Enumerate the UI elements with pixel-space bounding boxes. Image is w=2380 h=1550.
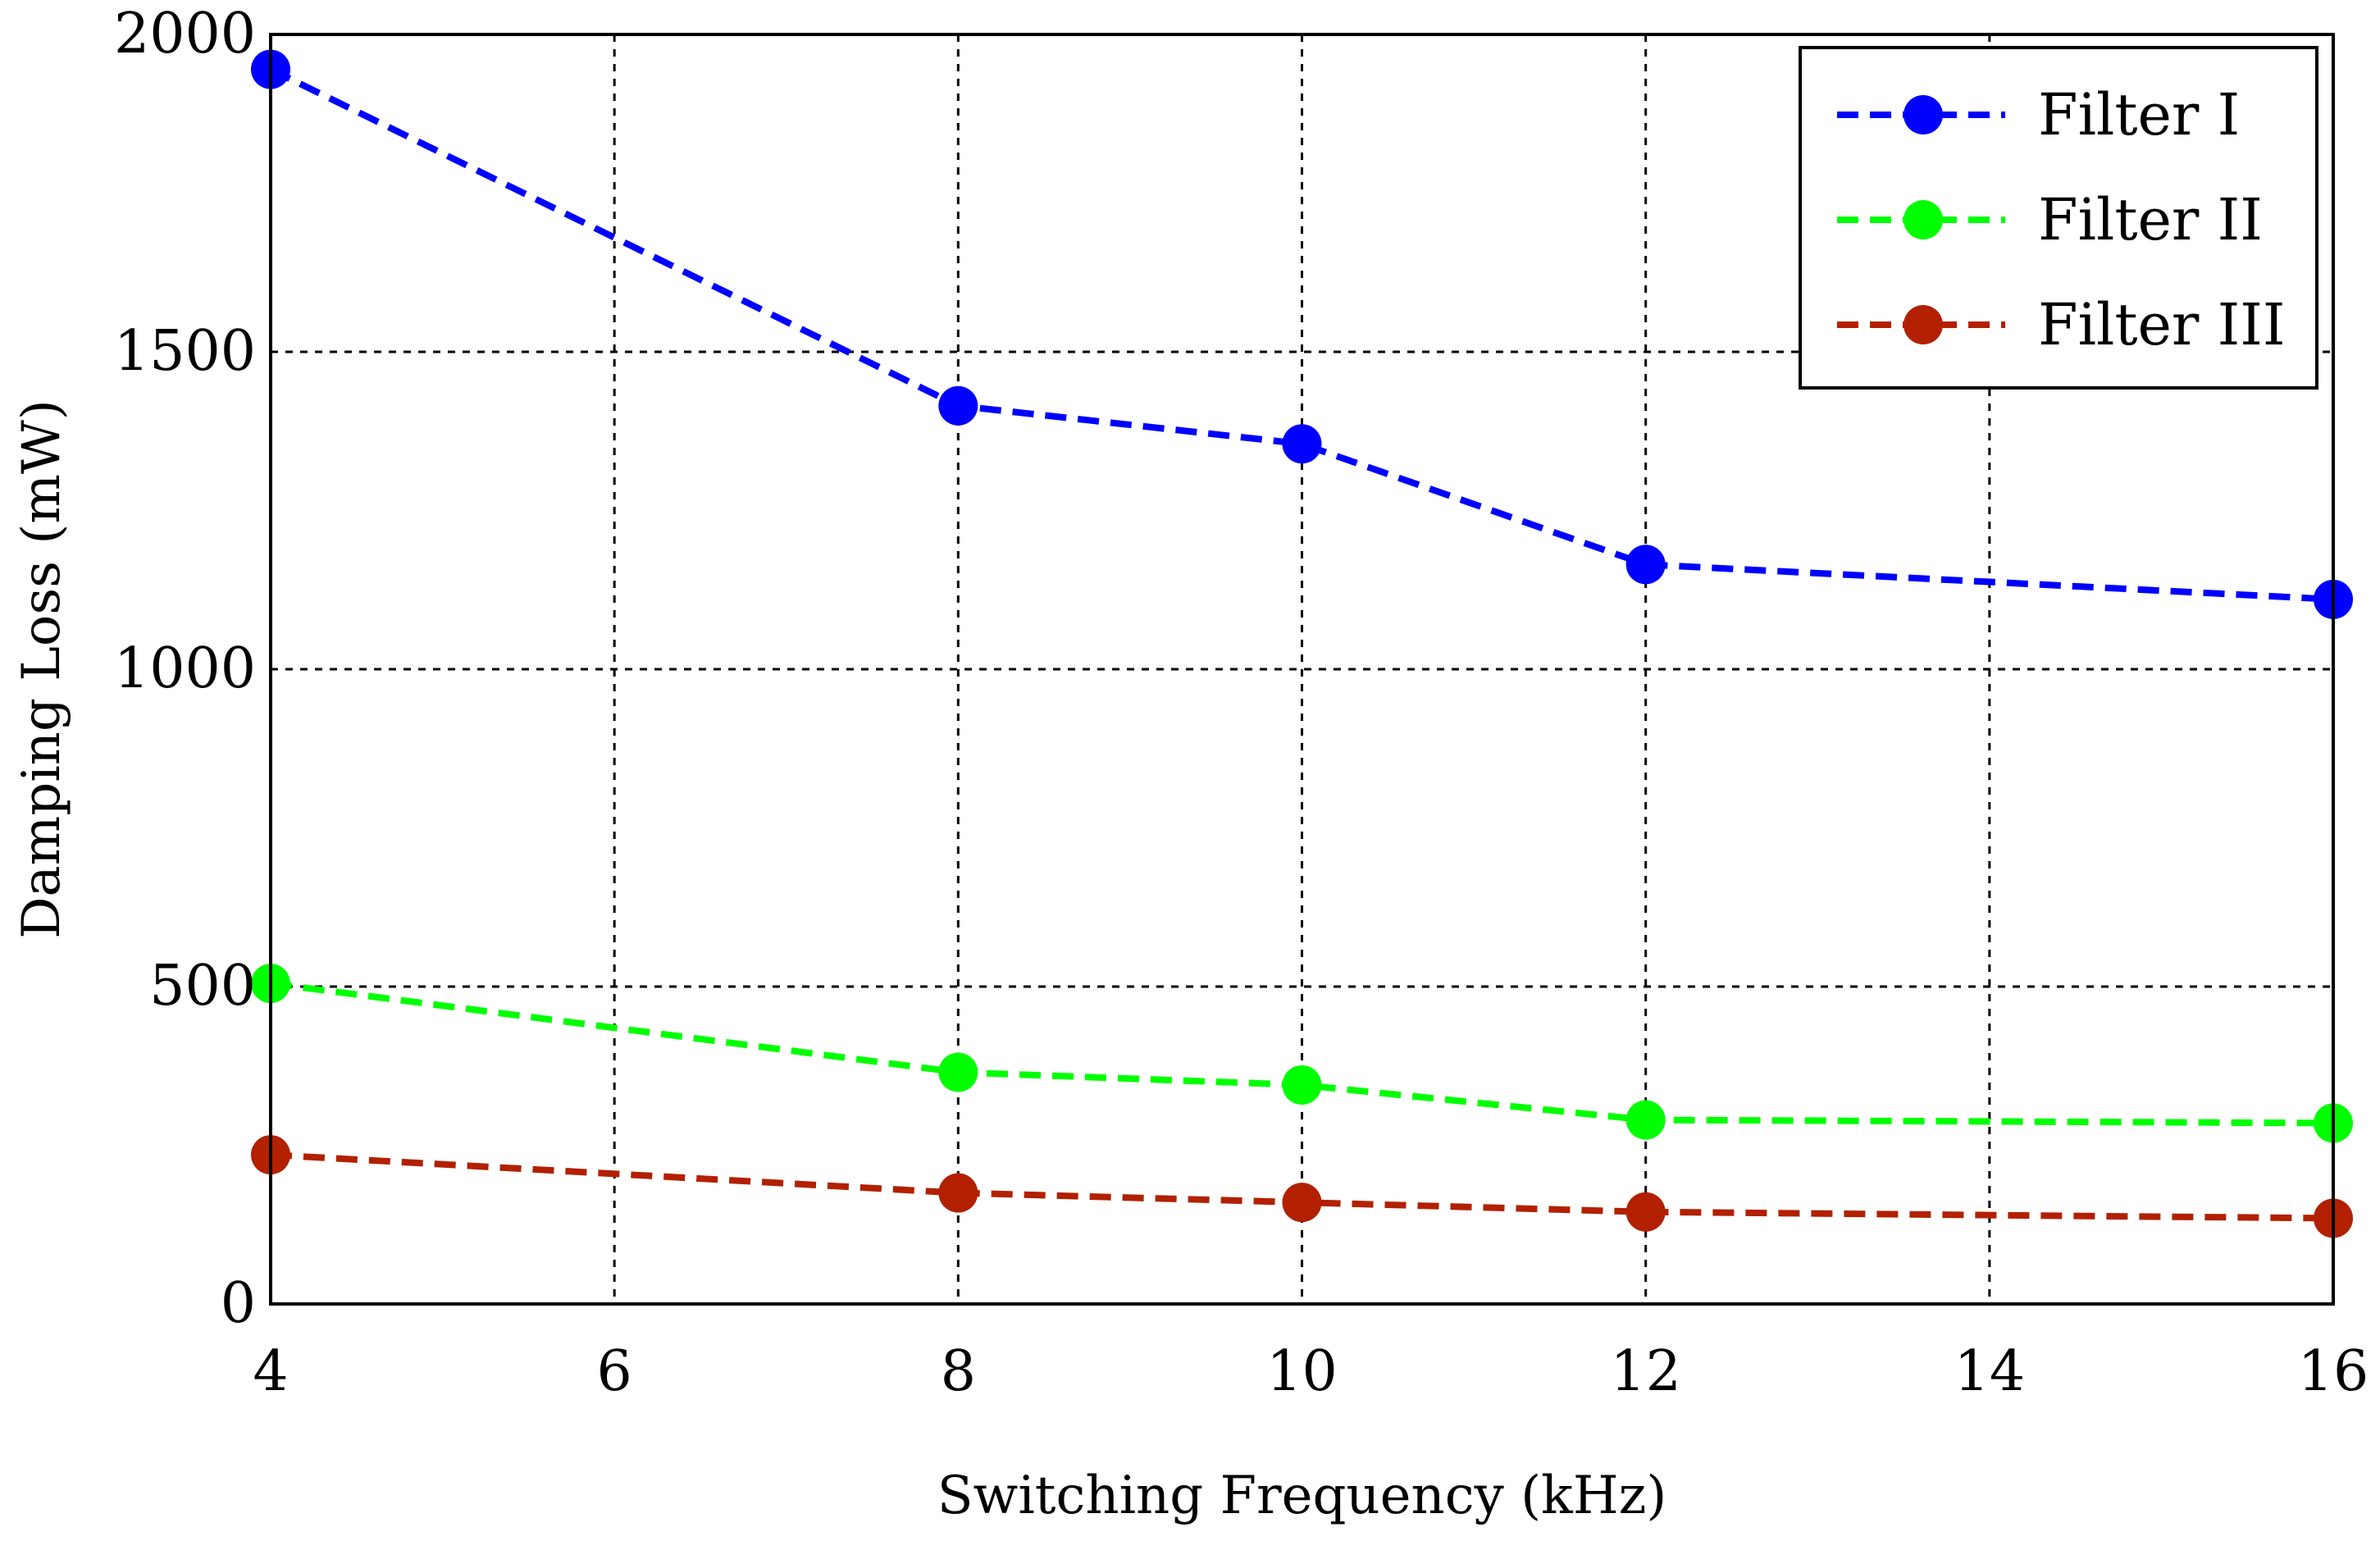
y-tick-label: 2000	[114, 2, 256, 66]
legend-label: Filter II	[2038, 186, 2263, 253]
data-point	[1625, 1100, 1666, 1140]
x-tick-label: 16	[2298, 1339, 2369, 1404]
x-tick-label: 4	[253, 1339, 288, 1404]
x-tick-label: 12	[1610, 1339, 1681, 1404]
legend-label: Filter I	[2038, 81, 2240, 148]
x-tick-label: 8	[941, 1339, 976, 1404]
legend: Filter I Filter II Filter III	[1799, 46, 2318, 390]
x-axis-label: Switching Frequency (kHz)	[937, 1466, 1667, 1526]
data-point	[938, 1052, 978, 1092]
legend-marker	[1904, 95, 1943, 134]
y-tick-label: 0	[221, 1271, 256, 1336]
x-tick-label: 14	[1954, 1339, 2026, 1404]
data-point	[1282, 1064, 1322, 1105]
y-tick-label: 1500	[114, 319, 256, 384]
legend-item: Filter II	[1837, 186, 2263, 253]
x-tick-label: 10	[1266, 1339, 1338, 1404]
y-tick-label: 500	[149, 954, 256, 1019]
legend-marker	[1904, 200, 1943, 239]
x-tick-label: 6	[597, 1339, 632, 1404]
data-point	[938, 1173, 978, 1213]
data-point	[1625, 1192, 1666, 1232]
data-point	[1282, 1183, 1322, 1223]
legend-item: Filter III	[1837, 291, 2286, 358]
series-line	[269, 66, 2334, 603]
data-point	[1625, 545, 1666, 585]
tick-labels: 4 6 8 10 12 14 16 0 500 1000 1500 2000	[114, 2, 2369, 1404]
data-point	[1282, 424, 1322, 464]
y-tick-label: 1000	[114, 636, 256, 701]
legend-label: Filter III	[2038, 291, 2286, 358]
legend-item: Filter I	[1837, 81, 2240, 148]
y-axis-label: Damping Loss (mW)	[11, 399, 72, 939]
plot-frame	[269, 33, 2335, 1306]
legend-marker	[1904, 305, 1943, 344]
data-point	[938, 385, 978, 426]
